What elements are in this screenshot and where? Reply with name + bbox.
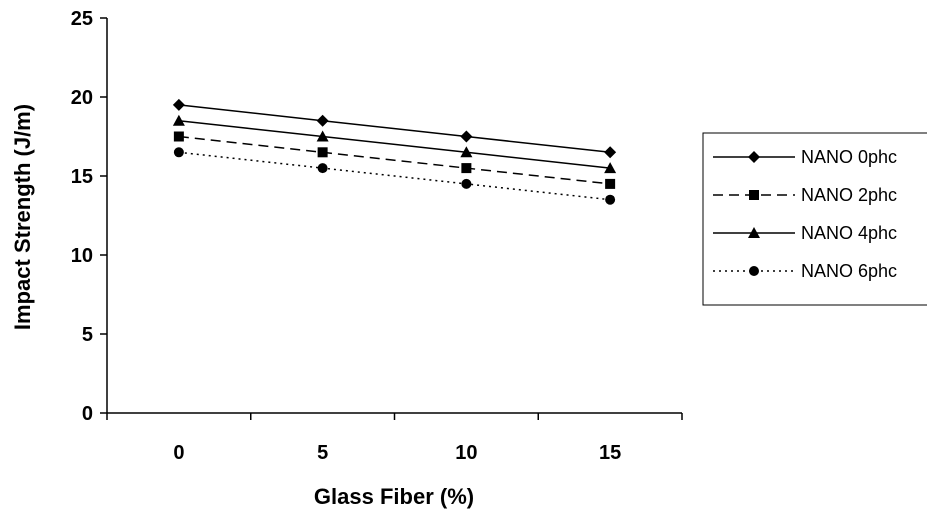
series-4 <box>173 147 616 205</box>
legend-marker <box>748 151 760 163</box>
axes: 0 5 10 15 20 25 0 5 10 15 <box>71 8 683 464</box>
series-line <box>178 151 611 201</box>
data-point <box>604 162 617 174</box>
data-point <box>317 163 328 174</box>
data-point <box>316 130 329 142</box>
y-tick-label: 0 <box>82 403 93 425</box>
data-point <box>461 163 472 174</box>
x-tick-label: 10 <box>455 442 477 464</box>
y-axis-title: Impact Strength (J/m) <box>10 104 35 330</box>
legend-marker <box>749 266 759 276</box>
y-tick-label: 25 <box>71 8 93 30</box>
legend-marker <box>748 227 760 238</box>
data-point <box>316 114 329 127</box>
legend-label: NANO 4phc <box>801 223 897 243</box>
series-3 <box>172 114 617 174</box>
data-point <box>317 147 328 158</box>
legend-label: NANO 2phc <box>801 185 897 205</box>
data-point <box>605 194 616 205</box>
data-point <box>172 114 185 126</box>
series-line <box>178 104 611 154</box>
data-point <box>173 131 184 142</box>
y-tick-label: 10 <box>71 245 93 267</box>
x-tick-label: 15 <box>599 442 621 464</box>
legend: NANO 0phc NANO 2phc NANO 4phc NANO 6phc <box>702 132 927 306</box>
data-point <box>605 178 616 189</box>
series-line <box>178 119 611 169</box>
series-line <box>178 135 611 185</box>
legend-box <box>702 132 927 306</box>
x-tick-label: 0 <box>173 442 184 464</box>
legend-label: NANO 0phc <box>801 147 897 167</box>
data-point <box>461 178 472 189</box>
y-tick-label: 15 <box>71 166 93 188</box>
x-axis-title: Glass Fiber (%) <box>314 484 474 509</box>
data-point <box>172 98 185 111</box>
legend-marker <box>749 190 759 200</box>
x-tick-label: 5 <box>317 442 328 464</box>
data-point <box>460 146 473 158</box>
y-tick-label: 5 <box>82 324 93 346</box>
series-2 <box>173 131 616 189</box>
data-point <box>173 147 184 158</box>
series-1 <box>172 98 617 159</box>
data-point <box>460 130 473 143</box>
legend-label: NANO 6phc <box>801 261 897 281</box>
y-tick-label: 20 <box>71 87 93 109</box>
data-point <box>604 146 617 159</box>
series-layer <box>172 98 617 205</box>
